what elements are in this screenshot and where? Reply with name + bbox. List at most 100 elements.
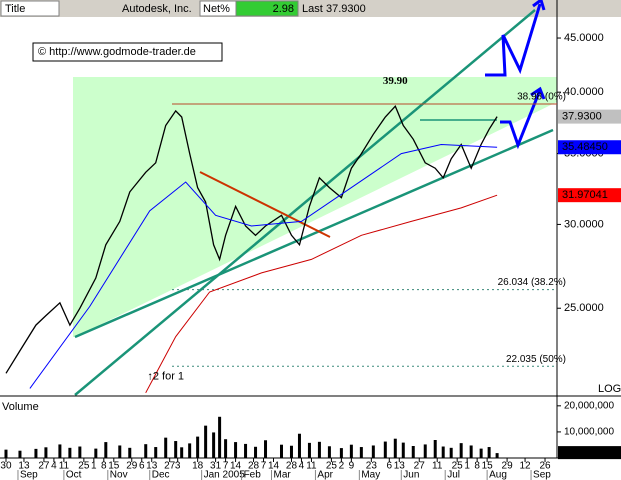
volume-bar (224, 439, 228, 458)
x-tick-label: 6 (387, 461, 393, 472)
volume-bar (411, 446, 415, 458)
x-tick-label: 9 (349, 461, 355, 472)
x-tick-label: 13 (18, 461, 30, 472)
x-tick-label: 11 (306, 461, 317, 472)
y-tick-label: 20,000,000 (564, 400, 614, 411)
annotation: 39.90 (383, 75, 408, 87)
x-tick-label: 29 (126, 461, 138, 472)
projection-arrow (500, 89, 542, 150)
volume-bar (441, 446, 445, 458)
volume-bar (44, 447, 48, 458)
x-month-label: May (361, 470, 380, 480)
x-month-label: Jan 2005 (204, 470, 246, 480)
header-net-label: Net% (203, 3, 230, 15)
volume-bar (349, 444, 353, 458)
x-tick-label: 4 (51, 461, 57, 472)
header-last-label: Last (302, 3, 323, 15)
header-last-value: 37.9300 (326, 3, 366, 15)
watermark: © http://www.godmode-trader.de (38, 46, 196, 58)
volume-bar (218, 416, 222, 458)
volume-bar (118, 445, 122, 458)
x-tick-label: 7 (261, 461, 267, 472)
volume-bar (164, 437, 168, 458)
price-line (5, 105, 498, 374)
volume-bar (449, 447, 453, 458)
header-cell (0, 0, 60, 17)
volume-bar (297, 433, 301, 458)
arrow-head (532, 0, 546, 11)
x-tick-label: 18 (192, 461, 204, 472)
x-tick-label: 4 (299, 461, 305, 472)
y-tick-label: 45.0000 (564, 32, 604, 44)
x-tick-label: 3 (175, 461, 181, 472)
volume-bar (34, 448, 38, 458)
x-tick-label: 1 (91, 461, 97, 472)
x-month-label: Jul (447, 470, 460, 480)
x-tick-label: 13 (146, 461, 158, 472)
volume-bar (174, 441, 178, 458)
volume-title: Volume (2, 401, 39, 413)
x-tick-label: 27 (414, 461, 426, 472)
x-tick-label: 25 (78, 461, 90, 472)
x-month-label: Dec (152, 470, 170, 480)
x-tick-label: 2 (339, 461, 345, 472)
level-label: 22.035 (50%) (506, 354, 566, 365)
volume-bar (104, 442, 108, 458)
price-line (145, 194, 498, 394)
x-tick-label: 30 (0, 461, 12, 472)
scale-label: LOG (598, 383, 621, 395)
x-month-label: Mar (274, 470, 292, 480)
volume-bar (401, 442, 405, 458)
x-month-label: Jun (403, 470, 419, 480)
watermark-box (32, 42, 223, 62)
x-tick-label: 31 (210, 461, 222, 472)
y-tick-label: 10,000,000 (564, 427, 614, 438)
volume-bar (383, 441, 387, 458)
header-bar (0, 0, 621, 17)
trendline (74, 9, 536, 396)
x-tick-label: 6 (139, 461, 145, 472)
x-month-label: Sep (533, 470, 551, 480)
x-month-label: Sep (20, 470, 38, 480)
header-cell (235, 0, 299, 17)
x-tick-label: 15 (482, 461, 494, 472)
x-month-label: Oct (66, 470, 82, 480)
header-name: Autodesk, Inc. (122, 3, 192, 15)
volume-bar (128, 447, 132, 458)
pattern-area (73, 77, 557, 337)
x-tick-label: 8 (101, 461, 107, 472)
x-tick-label: 26 (539, 461, 551, 472)
x-tick-label: 11 (59, 461, 70, 472)
x-tick-label: 27 (38, 461, 50, 472)
price-tag-label: 37.9300 (562, 111, 602, 123)
x-tick-label: 11 (432, 461, 443, 472)
x-month-label: Aug (489, 470, 507, 480)
volume-bar (371, 445, 375, 458)
volume-bar (180, 447, 184, 458)
x-tick-label: 14 (268, 461, 280, 472)
volume-bar (393, 438, 397, 458)
x-month-label: Apr (317, 470, 333, 480)
price-tag-label: 31.97041 (562, 189, 608, 201)
x-tick-label: 27 (164, 461, 176, 472)
volume-bar (495, 453, 499, 458)
volume-bar (254, 446, 258, 458)
volume-bar (94, 448, 98, 458)
volume-bar (487, 447, 491, 458)
y-tick-label: 40.0000 (564, 86, 604, 98)
volume-bar (264, 440, 268, 458)
volume-bar (317, 441, 321, 458)
x-tick-label: 7 (223, 461, 229, 472)
volume-bar (68, 447, 72, 458)
x-month-label: Nov (110, 470, 128, 480)
volume-bar (423, 444, 427, 458)
volume-bar (144, 444, 148, 458)
level-label: 26.034 (38.2%) (498, 277, 566, 288)
price-tag (558, 109, 621, 124)
volume-bar (279, 444, 283, 458)
volume-bar (18, 450, 22, 458)
volume-tag (558, 446, 621, 460)
volume-bar (78, 446, 82, 458)
x-tick-label: 12 (519, 461, 531, 472)
volume-bar (234, 442, 238, 458)
